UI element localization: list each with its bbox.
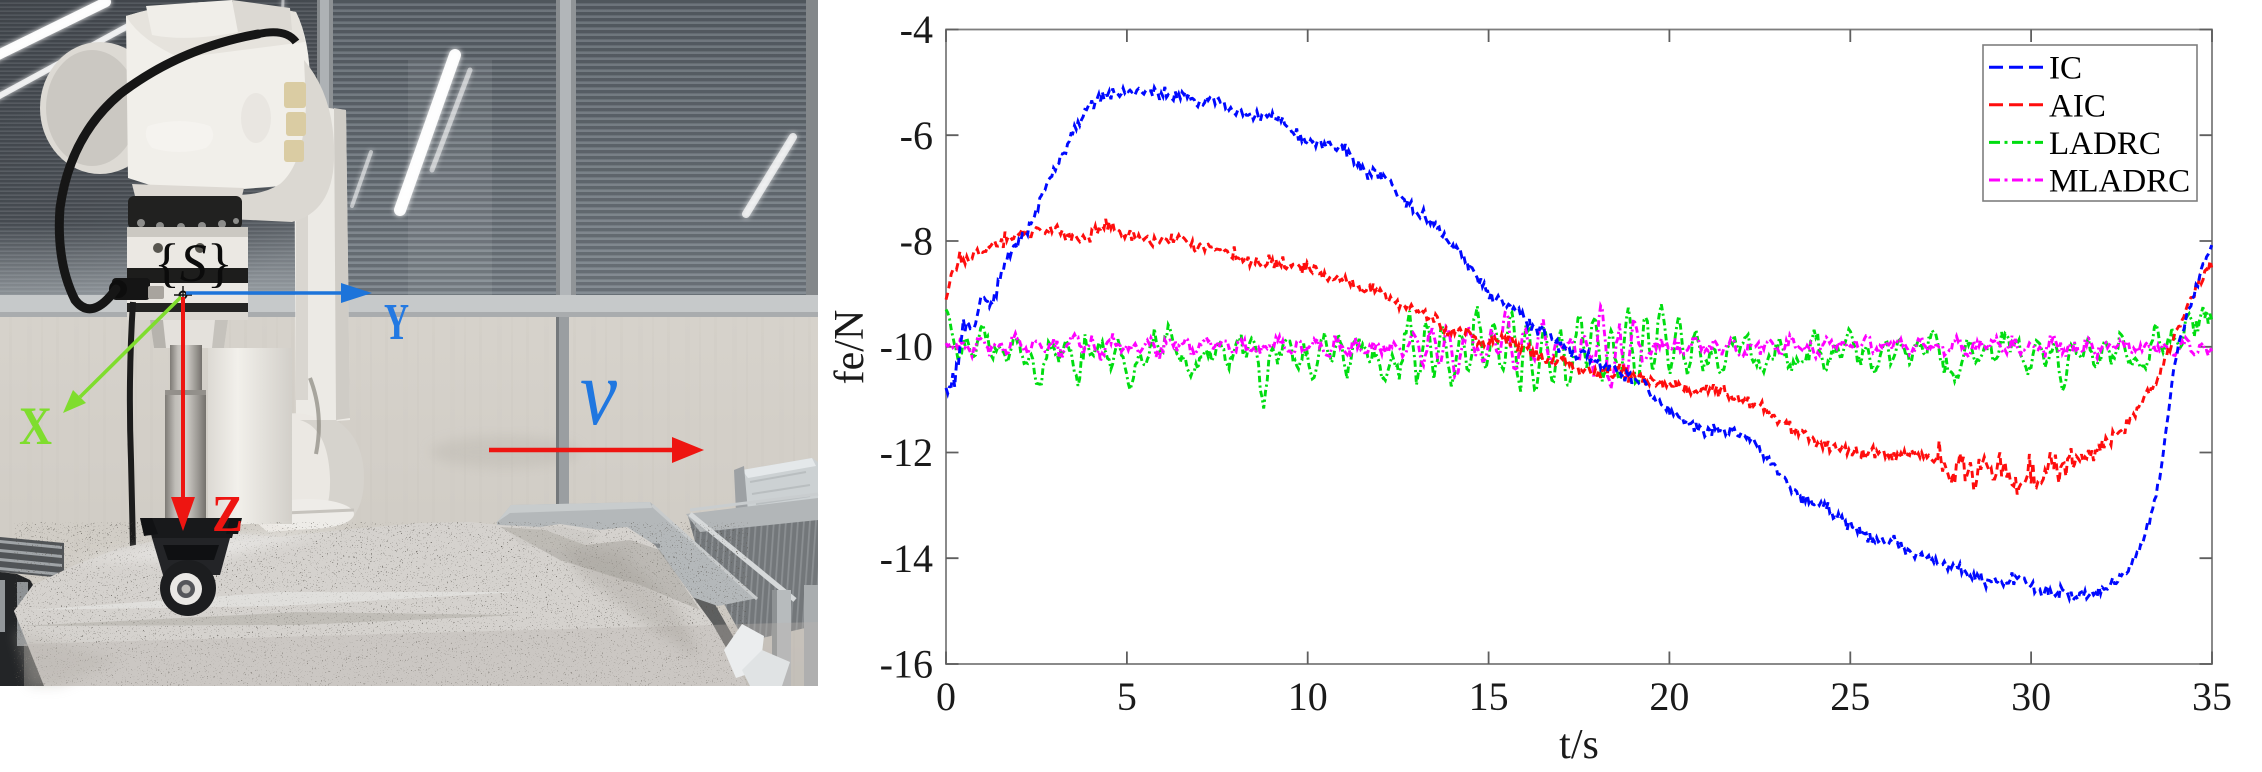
svg-text:-4: -4 [900,7,933,52]
svg-text:-6: -6 [900,113,933,158]
svg-text:0: 0 [936,674,956,719]
svg-text:15: 15 [1469,674,1509,719]
svg-text:Y: Y [384,294,409,351]
svg-text:-10: -10 [880,324,933,369]
svg-text:-14: -14 [880,536,933,581]
svg-text:X: X [19,396,52,456]
svg-text:AIC: AIC [2049,88,2106,124]
svg-text:25: 25 [1830,674,1870,719]
svg-text:10: 10 [1288,674,1328,719]
svg-text:{S}: {S} [154,233,233,293]
svg-text:fe/N: fe/N [827,310,873,385]
svg-text:Z: Z [212,486,243,543]
svg-text:20: 20 [1649,674,1689,719]
svg-text:-8: -8 [900,219,933,264]
svg-text:LADRC: LADRC [2049,126,2161,162]
svg-text:v: v [580,341,617,445]
svg-text:t/s: t/s [1559,722,1599,768]
svg-text:MLADRC: MLADRC [2049,164,2190,200]
svg-text:5: 5 [1117,674,1137,719]
svg-text:-16: -16 [880,642,933,687]
svg-text:35: 35 [2192,674,2232,719]
svg-text:30: 30 [2011,674,2051,719]
svg-text:IC: IC [2049,51,2082,87]
svg-text:-12: -12 [880,430,933,475]
